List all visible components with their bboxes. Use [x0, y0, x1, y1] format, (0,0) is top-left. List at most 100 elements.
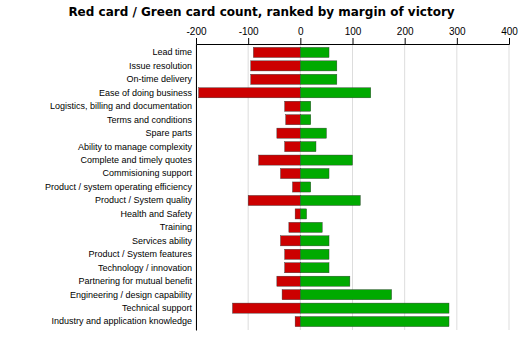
tick: Issue resolution [129, 61, 196, 71]
bar [300, 249, 329, 259]
tick: Services ability [132, 236, 196, 246]
bar [277, 128, 300, 138]
bar [251, 74, 301, 84]
bar [281, 168, 301, 178]
tick: Ease of doing business [99, 88, 196, 98]
grid-line [456, 44, 457, 330]
tick-label: 400 [501, 26, 518, 37]
bar [300, 168, 329, 178]
tick: Ability to manage complexity [78, 142, 196, 152]
tick-label: Terms and conditions [107, 115, 193, 125]
tick: 400 [501, 26, 518, 44]
grid-line [509, 44, 510, 330]
bar [300, 142, 316, 152]
tick: -200 [186, 26, 206, 44]
tick-label: 200 [397, 26, 414, 37]
axis-domain [197, 38, 510, 45]
tick: 300 [449, 26, 466, 44]
bar [282, 290, 300, 300]
tick-label: Technology / innovation [98, 263, 192, 273]
tick-label: Product / system operating efficiency [45, 182, 192, 192]
tick-label: Industry and application knowledge [51, 316, 192, 326]
tick-label: Issue resolution [129, 61, 192, 71]
tick-label: Training [160, 222, 192, 232]
tick-label: -200 [186, 26, 206, 37]
tick-label: Lead time [152, 47, 192, 57]
tick-mark [300, 38, 301, 44]
grid-line [352, 44, 353, 330]
bar [300, 276, 350, 286]
tick-label: Partnering for mutual benefit [78, 276, 192, 286]
bar [300, 128, 326, 138]
tick-label: Spare parts [145, 128, 192, 138]
bar [300, 182, 310, 192]
bars [199, 47, 449, 326]
bar [300, 74, 337, 84]
tick-label: Complete and timely quotes [80, 155, 192, 165]
tick-label: Ease of doing business [99, 88, 193, 98]
bar [300, 88, 370, 98]
bar [285, 101, 301, 111]
tick-mark [248, 38, 249, 44]
bar [259, 155, 301, 165]
tick: Technical support [122, 303, 196, 313]
tick: Partnering for mutual benefit [78, 276, 196, 286]
tick: Product / System features [88, 249, 196, 259]
tick-label: Engineering / design capability [70, 290, 193, 300]
bar [300, 155, 352, 165]
tick: 200 [397, 26, 414, 44]
bar [300, 236, 329, 246]
tick-label: Logistics, billing and documentation [50, 101, 192, 111]
bar [295, 209, 300, 219]
bar [233, 303, 301, 313]
bar [300, 195, 360, 205]
bar [248, 195, 300, 205]
bar [251, 61, 301, 71]
tick-label: Health and Safety [120, 209, 192, 219]
tick: Spare parts [145, 128, 196, 138]
tick-label: 0 [298, 26, 304, 37]
bar [285, 263, 301, 273]
tick: Lead time [152, 47, 196, 57]
bar [300, 222, 322, 232]
x-axis: -200 -100 0 100 200 300 400 [186, 26, 518, 45]
tick: Product / system operating efficiency [45, 182, 196, 192]
grid [196, 44, 509, 330]
bar [300, 61, 337, 71]
bar [300, 209, 306, 219]
tick: Industry and application knowledge [51, 316, 196, 326]
tick: Health and Safety [120, 209, 196, 219]
tick: On-time delivery [126, 74, 196, 84]
bar [300, 317, 449, 327]
bar [300, 303, 449, 313]
bar [300, 115, 310, 125]
series [300, 47, 449, 326]
tick: Terms and conditions [107, 115, 196, 125]
bar [293, 182, 301, 192]
bar [281, 236, 301, 246]
tick-mark [405, 38, 406, 44]
tick-label: Services ability [132, 236, 193, 246]
tick: 100 [345, 26, 362, 44]
tick: Logistics, billing and documentation [50, 101, 196, 111]
bar [300, 263, 329, 273]
grid-line [404, 44, 405, 330]
tick-label: -100 [239, 26, 259, 37]
tick-mark [353, 38, 354, 44]
plot: -200 -100 0 100 200 300 400 Lead time Issue reso… [45, 26, 518, 331]
tick-label: Product / System quality [95, 195, 193, 205]
grid-line [248, 44, 249, 330]
tick-label: Technical support [122, 303, 193, 313]
tick-label: On-time delivery [126, 74, 192, 84]
bar [253, 47, 300, 57]
bar [300, 101, 310, 111]
bar [289, 222, 300, 232]
axis-domain [196, 45, 197, 331]
tick-mark [509, 38, 510, 44]
grid-line [196, 44, 197, 330]
bar [199, 88, 301, 98]
tick-label: Ability to manage complexity [78, 142, 193, 152]
series [199, 47, 301, 326]
chart: Red card / Green card count, ranked by m… [0, 0, 523, 338]
tick-label: Commisioning support [102, 168, 192, 178]
